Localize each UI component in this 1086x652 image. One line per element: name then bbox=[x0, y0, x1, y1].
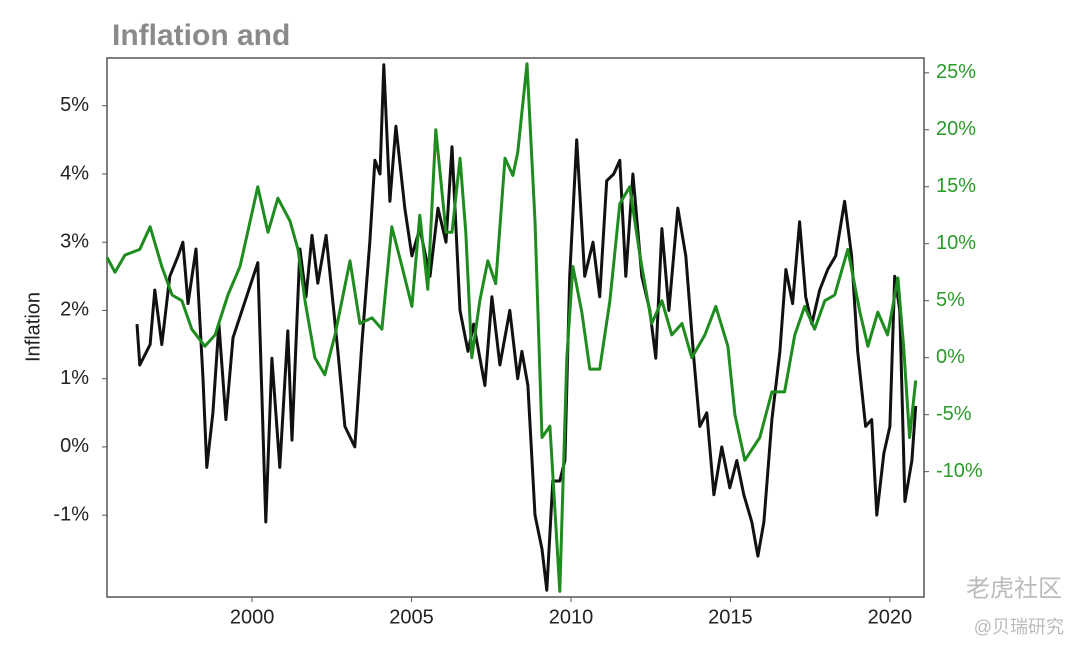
y-tick-label: -1% bbox=[53, 503, 89, 525]
chart-title: Inflation and bbox=[112, 19, 290, 52]
watermark: 老虎社区 bbox=[966, 575, 1062, 602]
y-tick-label: 4% bbox=[60, 162, 89, 184]
y-axis-label: Inflation bbox=[22, 292, 44, 362]
line-series bbox=[135, 63, 918, 592]
watermark: @贝瑞研究 bbox=[974, 617, 1064, 637]
plot-frame bbox=[106, 57, 925, 598]
y2-tick-label: 15% bbox=[936, 175, 976, 197]
y2-tick-label: -5% bbox=[936, 403, 972, 425]
y2-tick-label: -10% bbox=[936, 460, 983, 482]
y2-tick-label: 25% bbox=[936, 61, 976, 83]
x-tick-label: 2005 bbox=[389, 606, 434, 628]
line-series bbox=[105, 62, 918, 593]
x-tick-label: 2020 bbox=[868, 606, 913, 628]
y2-tick-label: 10% bbox=[936, 232, 976, 254]
y-tick-label: 3% bbox=[60, 230, 89, 252]
y-tick-label: 2% bbox=[60, 299, 89, 321]
y-tick-label: 5% bbox=[60, 94, 89, 116]
y-tick-label: 0% bbox=[60, 435, 89, 457]
x-tick-label: 2015 bbox=[708, 606, 753, 628]
y2-tick-label: 0% bbox=[936, 346, 965, 368]
y2-tick-label: 5% bbox=[936, 289, 965, 311]
y-tick-label: 1% bbox=[60, 367, 89, 389]
x-tick-label: 2000 bbox=[230, 606, 275, 628]
y2-tick-label: 20% bbox=[936, 118, 976, 140]
x-tick-label: 2010 bbox=[549, 606, 594, 628]
